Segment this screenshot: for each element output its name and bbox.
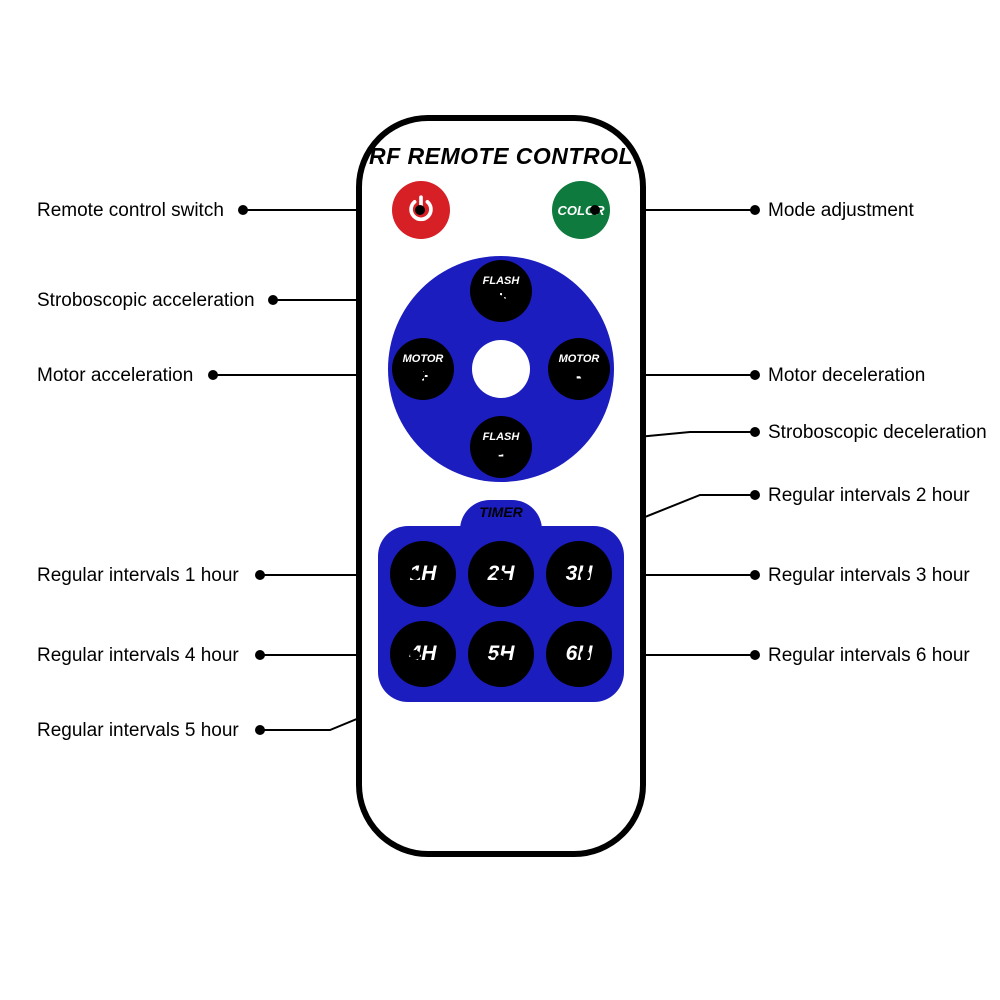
dot (495, 295, 505, 305)
annot-5h: Regular intervals 5 hour (37, 720, 239, 742)
dot (238, 205, 248, 215)
motor-minus-label: MOTOR (559, 353, 600, 366)
dot (495, 445, 505, 455)
dot (495, 655, 505, 665)
motor-plus-label: MOTOR (403, 353, 444, 366)
dot (495, 570, 505, 580)
dot (208, 370, 218, 380)
timer-pad: TIMER 1H 2H 3H 4H 5H 6H (378, 526, 624, 726)
timer-4h-button[interactable]: 4H (390, 621, 456, 687)
dot (415, 205, 425, 215)
dot (255, 650, 265, 660)
annot-power: Remote control switch (37, 200, 224, 222)
dot (580, 570, 590, 580)
remote-title: RF REMOTE CONTROL (362, 143, 640, 170)
timer-3h-button[interactable]: 3H (546, 541, 612, 607)
dot (750, 370, 760, 380)
timer-1h-button[interactable]: 1H (390, 541, 456, 607)
dot (590, 205, 600, 215)
color-button[interactable]: COLOR (552, 181, 610, 239)
dpad-center-hole (472, 340, 530, 398)
dot (750, 490, 760, 500)
dot (410, 570, 420, 580)
flash-minus-label: FLASH (483, 431, 520, 444)
motor-plus-button[interactable]: MOTOR + (392, 338, 454, 400)
annot-2h: Regular intervals 2 hour (768, 485, 970, 507)
timer-6h-button[interactable]: 6H (546, 621, 612, 687)
dot (580, 650, 590, 660)
flash-plus-label: FLASH (483, 275, 520, 288)
dot (580, 370, 590, 380)
annot-flash-plus: Stroboscopic acceleration (37, 290, 255, 312)
annot-3h: Regular intervals 3 hour (768, 565, 970, 587)
flash-plus-button[interactable]: FLASH + (470, 260, 532, 322)
dot (255, 725, 265, 735)
annot-6h: Regular intervals 6 hour (768, 645, 970, 667)
remote-body: RF REMOTE CONTROL COLOR FLASH + FLASH - … (356, 115, 646, 857)
dot (410, 650, 420, 660)
timer-grid: 1H 2H 3H 4H 5H 6H (378, 526, 624, 702)
annot-motor-plus: Motor acceleration (37, 365, 193, 387)
annot-4h: Regular intervals 4 hour (37, 645, 239, 667)
annot-motor-minus: Motor deceleration (768, 365, 925, 387)
dot (750, 650, 760, 660)
annot-1h: Regular intervals 1 hour (37, 565, 239, 587)
dot (255, 570, 265, 580)
annot-flash-minus: Stroboscopic deceleration (768, 422, 987, 444)
motor-minus-button[interactable]: MOTOR - (548, 338, 610, 400)
dot (268, 295, 278, 305)
dot (750, 570, 760, 580)
timer-5h-button[interactable]: 5H (468, 621, 534, 687)
diagram-canvas: RF REMOTE CONTROL COLOR FLASH + FLASH - … (0, 0, 1000, 1000)
dot (415, 370, 425, 380)
dot (750, 205, 760, 215)
dot (750, 427, 760, 437)
annot-color: Mode adjustment (768, 200, 914, 222)
